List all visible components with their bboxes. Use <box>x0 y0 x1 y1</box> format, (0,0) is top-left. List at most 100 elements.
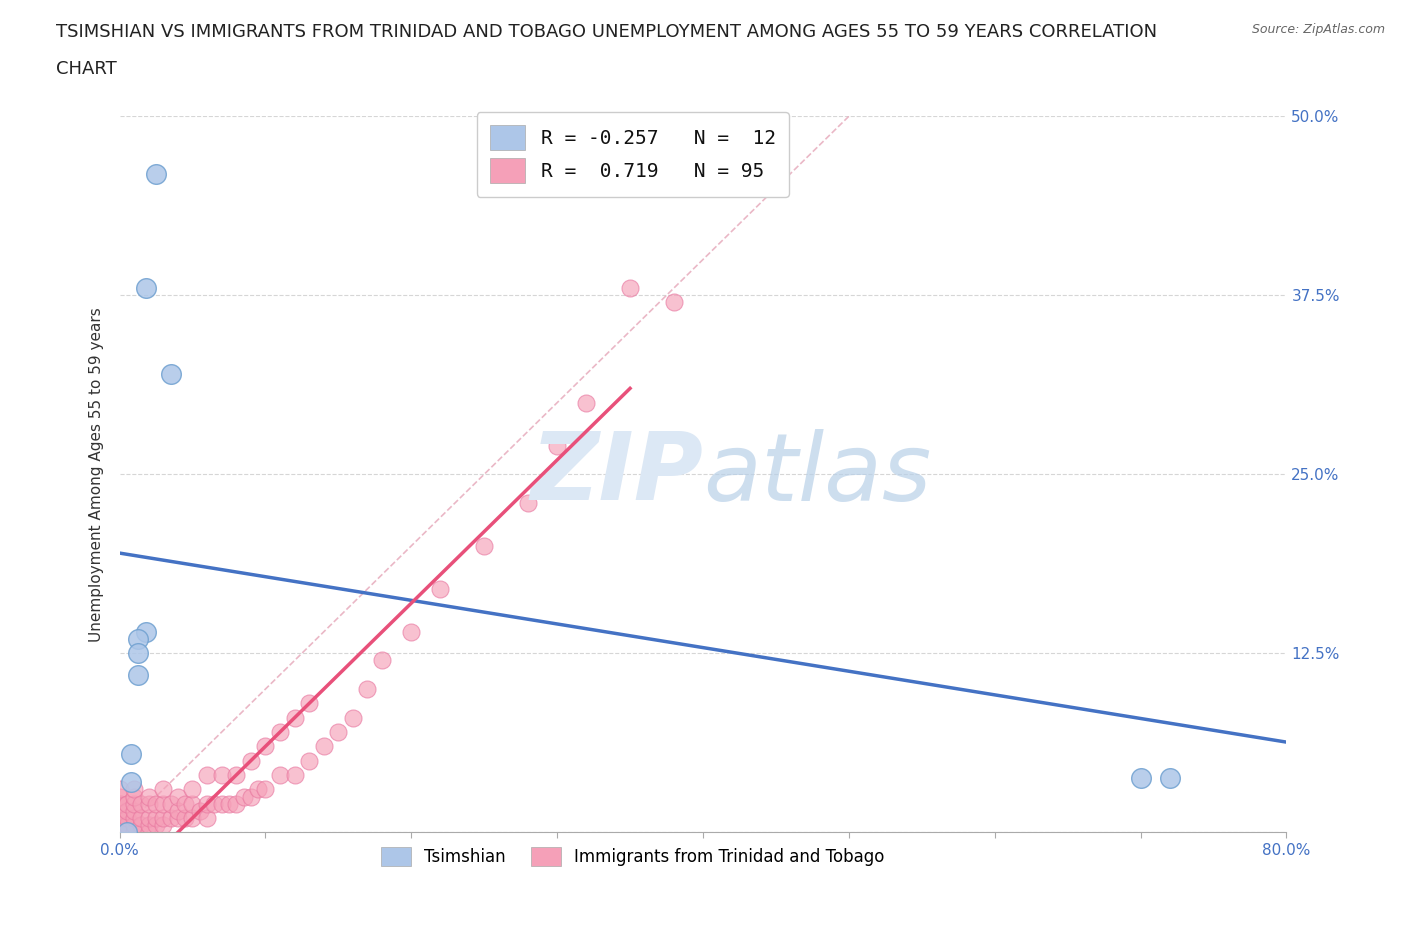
Point <box>211 767 233 782</box>
Point <box>108 811 131 826</box>
Text: atlas: atlas <box>703 429 931 520</box>
Point <box>159 796 181 811</box>
Point <box>108 811 131 826</box>
Point <box>211 796 233 811</box>
Point <box>269 767 291 782</box>
Point <box>135 624 157 639</box>
Point <box>225 796 247 811</box>
Point <box>181 796 204 811</box>
Point <box>115 825 138 840</box>
Point <box>247 782 270 797</box>
Point <box>131 817 153 832</box>
Point <box>122 825 145 840</box>
Point <box>131 796 153 811</box>
Text: CHART: CHART <box>56 60 117 78</box>
Point <box>152 782 174 797</box>
Point <box>138 796 160 811</box>
Point <box>239 753 262 768</box>
Point <box>298 696 321 711</box>
Point <box>115 825 138 840</box>
Point <box>145 166 167 181</box>
Point <box>401 624 423 639</box>
Point <box>254 782 277 797</box>
Point <box>115 817 138 832</box>
Point <box>166 811 188 826</box>
Point <box>108 825 131 840</box>
Point <box>122 804 145 818</box>
Point <box>218 796 240 811</box>
Point <box>108 796 131 811</box>
Point <box>108 825 131 840</box>
Point <box>122 789 145 804</box>
Point <box>356 682 378 697</box>
Point <box>328 724 350 739</box>
Point <box>138 811 160 826</box>
Text: TSIMSHIAN VS IMMIGRANTS FROM TRINIDAD AND TOBAGO UNEMPLOYMENT AMONG AGES 55 TO 5: TSIMSHIAN VS IMMIGRANTS FROM TRINIDAD AN… <box>56 23 1157 41</box>
Point <box>174 796 197 811</box>
Point <box>254 739 277 754</box>
Point <box>159 811 181 826</box>
Point <box>195 796 218 811</box>
Point <box>108 796 131 811</box>
Point <box>159 366 181 381</box>
Point <box>135 281 157 296</box>
Point <box>312 739 335 754</box>
Point <box>202 796 225 811</box>
Point <box>127 668 149 683</box>
Point <box>371 653 394 668</box>
Point <box>152 811 174 826</box>
Point <box>472 538 495 553</box>
Point <box>115 804 138 818</box>
Point <box>108 782 131 797</box>
Point <box>122 811 145 826</box>
Point <box>181 782 204 797</box>
Point <box>619 281 641 296</box>
Legend: Tsimshian, Immigrants from Trinidad and Tobago: Tsimshian, Immigrants from Trinidad and … <box>373 838 893 874</box>
Point <box>145 796 167 811</box>
Point <box>120 746 142 761</box>
Y-axis label: Unemployment Among Ages 55 to 59 years: Unemployment Among Ages 55 to 59 years <box>89 307 104 642</box>
Point <box>166 789 188 804</box>
Point <box>283 767 307 782</box>
Point <box>138 789 160 804</box>
Point <box>108 825 131 840</box>
Point <box>127 631 149 646</box>
Point <box>283 711 307 725</box>
Point <box>188 804 211 818</box>
Point <box>269 724 291 739</box>
Point <box>239 789 262 804</box>
Point <box>298 753 321 768</box>
Point <box>138 825 160 840</box>
Point <box>166 804 188 818</box>
Point <box>195 811 218 826</box>
Point <box>1129 770 1152 785</box>
Point <box>174 811 197 826</box>
Point <box>517 496 540 511</box>
Point <box>232 789 254 804</box>
Point <box>181 811 204 826</box>
Point <box>546 438 568 453</box>
Point <box>108 789 131 804</box>
Text: ZIP: ZIP <box>530 429 703 520</box>
Point <box>225 767 247 782</box>
Point <box>342 711 364 725</box>
Point <box>108 825 131 840</box>
Point <box>115 811 138 826</box>
Point <box>131 811 153 826</box>
Point <box>195 767 218 782</box>
Point <box>122 817 145 832</box>
Point <box>575 395 598 410</box>
Point <box>108 817 131 832</box>
Point <box>122 782 145 797</box>
Point <box>662 295 685 310</box>
Point <box>429 581 451 596</box>
Point <box>145 811 167 826</box>
Point <box>152 796 174 811</box>
Point <box>120 775 142 790</box>
Point <box>138 817 160 832</box>
Point <box>145 817 167 832</box>
Point <box>115 796 138 811</box>
Text: Source: ZipAtlas.com: Source: ZipAtlas.com <box>1251 23 1385 36</box>
Point <box>1159 770 1181 785</box>
Point <box>127 646 149 661</box>
